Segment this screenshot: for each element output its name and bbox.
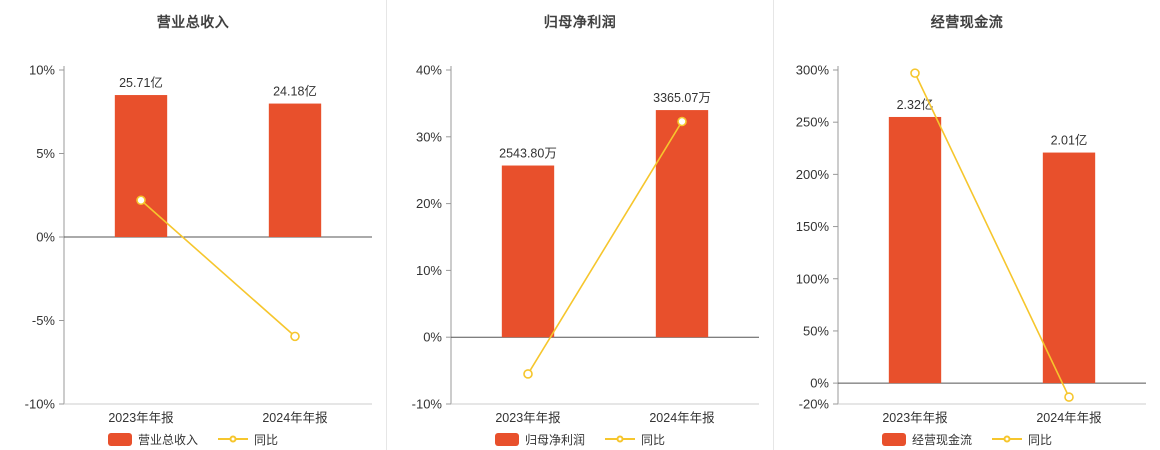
bar-1	[1042, 152, 1096, 384]
yoy-point-1	[1064, 392, 1074, 402]
bar-value-label: 25.71亿	[119, 75, 163, 90]
bar-1	[268, 103, 322, 237]
x-category-label: 2024年年报	[1036, 410, 1102, 425]
chart-panel-cash-flow: 经营现金流 -20% 0% 50% 100% 150% 200% 250% 300% 2.32亿…	[773, 0, 1160, 450]
revenue-legend: 营业总收入 同比	[0, 428, 386, 450]
chart-title-net-profit: 归母净利润	[543, 14, 617, 30]
chart-title-revenue: 营业总收入	[156, 14, 230, 30]
y-tick-label: 40%	[416, 63, 442, 78]
bar-series-label: 营业总收入	[137, 432, 198, 447]
bar-0	[501, 165, 555, 338]
y-tick-label: 20%	[416, 196, 442, 211]
bar-series-label: 经营现金流	[911, 432, 972, 447]
y-tick-label: 10%	[416, 263, 442, 278]
x-category-label: 2023年年报	[108, 410, 174, 425]
x-category-label: 2024年年报	[262, 410, 328, 425]
yoy-point-0	[523, 369, 533, 379]
yoy-line	[527, 121, 683, 375]
x-category-label: 2023年年报	[495, 410, 561, 425]
y-tick-label: 150%	[796, 219, 830, 234]
bar-series-swatch	[494, 432, 519, 446]
y-tick-label: 0%	[810, 376, 829, 391]
chart-title-cash-flow: 经营现金流	[930, 14, 1004, 30]
line-series-marker-icon	[992, 434, 1022, 445]
y-tick-label: -20%	[799, 397, 830, 412]
line-series-label: 同比	[1028, 432, 1053, 447]
bar-value-label: 3365.07万	[653, 91, 711, 105]
bar-0	[888, 116, 942, 384]
y-tick-label: -10%	[25, 397, 56, 412]
bar-0	[114, 95, 168, 237]
net-profit-chart: -10% 0% 10% 20% 30% 40% 2543.80万 3365.07万 2023年年…	[412, 63, 759, 425]
revenue-chart: -10% -5% 0% 5% 10% 25.71亿 24.18亿 2023年年报 2024年年报	[25, 63, 372, 425]
yoy-line	[914, 72, 1070, 398]
line-series-label: 同比	[641, 432, 666, 447]
bar-value-label: 2.32亿	[897, 97, 934, 112]
legend-item-revenue-bar[interactable]: 营业总收入	[107, 431, 198, 448]
yoy-point-0	[910, 68, 920, 78]
y-tick-label: -10%	[412, 397, 443, 412]
y-tick-label: -5%	[32, 313, 56, 328]
bar-series-swatch	[881, 432, 906, 446]
y-tick-label: 10%	[29, 63, 55, 78]
legend-item-cash-flow-bar[interactable]: 经营现金流	[881, 431, 972, 448]
y-tick-label: 30%	[416, 129, 442, 144]
cash-flow-chart: -20% 0% 50% 100% 150% 200% 250% 300% 2.32亿 2.01亿 2…	[796, 63, 1146, 425]
legend-item-revenue-yoy[interactable]: 同比	[218, 431, 278, 448]
yoy-point-1	[290, 331, 300, 342]
cash-flow-legend: 经营现金流 同比	[774, 428, 1160, 450]
chart-panel-net-profit: 归母净利润 -10% 0% 10% 20% 30% 40% 2543.80万 3365.07万…	[386, 0, 773, 450]
legend-item-cash-flow-yoy[interactable]: 同比	[992, 431, 1052, 448]
yoy-point-0	[136, 195, 146, 206]
y-tick-label: 5%	[36, 146, 55, 161]
net-profit-legend: 归母净利润 同比	[387, 428, 773, 450]
bar-series-label: 归母净利润	[524, 432, 585, 447]
bar-series-swatch	[107, 432, 132, 446]
y-tick-label: 100%	[796, 271, 830, 286]
bar-value-label: 24.18亿	[273, 84, 317, 99]
x-category-label: 2023年年报	[882, 410, 948, 425]
yoy-point-1	[677, 116, 687, 127]
y-tick-label: 50%	[803, 323, 829, 338]
bar-value-label: 2.01亿	[1051, 133, 1088, 148]
y-tick-label: 200%	[796, 167, 830, 182]
yoy-line	[140, 199, 296, 337]
legend-item-net-profit-bar[interactable]: 归母净利润	[494, 431, 585, 448]
y-tick-label: 300%	[796, 63, 830, 78]
y-tick-label: 0%	[36, 230, 55, 245]
line-series-marker-icon	[218, 434, 248, 445]
line-series-label: 同比	[254, 432, 279, 447]
legend-item-net-profit-yoy[interactable]: 同比	[605, 431, 665, 448]
x-category-label: 2024年年报	[649, 410, 715, 425]
chart-panel-revenue: 营业总收入 -10% -5% 0% 5% 10% 25.71亿 24.18亿 2023年年报 2…	[0, 0, 386, 450]
y-tick-label: 250%	[796, 115, 830, 130]
bar-value-label: 2543.80万	[499, 147, 557, 161]
bar-1	[655, 110, 709, 338]
line-series-marker-icon	[605, 434, 635, 445]
y-tick-label: 0%	[423, 330, 442, 345]
